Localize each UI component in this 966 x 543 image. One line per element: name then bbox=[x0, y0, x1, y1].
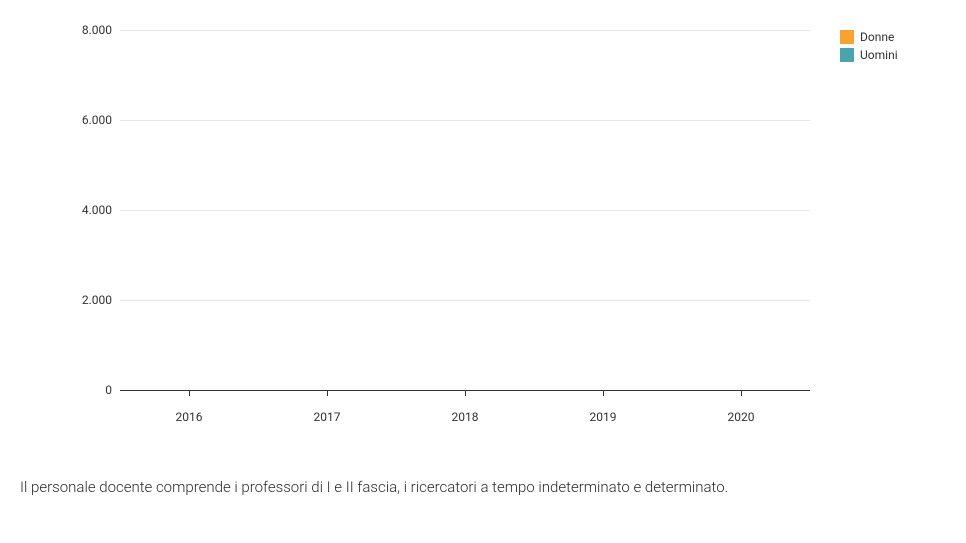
chart-container: 02.0004.0006.0008.000 201620172018201920… bbox=[20, 30, 830, 430]
caption: Il personale docente comprende i profess… bbox=[20, 478, 946, 496]
y-axis-label: 4.000 bbox=[82, 203, 120, 217]
legend-label: Uomini bbox=[860, 48, 898, 62]
page: 02.0004.0006.0008.000 201620172018201920… bbox=[0, 0, 966, 543]
x-axis-label: 2017 bbox=[277, 400, 377, 430]
legend-item: Donne bbox=[840, 30, 898, 44]
x-axis-label: 2019 bbox=[553, 400, 653, 430]
gridline bbox=[120, 120, 810, 121]
x-axis-label: 2016 bbox=[139, 400, 239, 430]
y-axis-label: 0 bbox=[105, 383, 120, 397]
plot-area: 02.0004.0006.0008.000 bbox=[120, 30, 810, 390]
gridline bbox=[120, 300, 810, 301]
y-axis-label: 6.000 bbox=[82, 113, 120, 127]
legend-swatch bbox=[840, 48, 854, 62]
chart-row: 02.0004.0006.0008.000 201620172018201920… bbox=[20, 30, 946, 430]
y-axis-label: 8.000 bbox=[82, 23, 120, 37]
y-axis-label: 2.000 bbox=[82, 293, 120, 307]
legend-swatch bbox=[840, 30, 854, 44]
x-axis-label: 2020 bbox=[691, 400, 791, 430]
legend: Donne Uomini bbox=[840, 30, 898, 66]
gridline bbox=[120, 30, 810, 31]
legend-label: Donne bbox=[860, 30, 894, 44]
x-axis-label: 2018 bbox=[415, 400, 515, 430]
x-axis-labels: 2016 2017 2018 2019 2020 bbox=[120, 400, 810, 430]
legend-item: Uomini bbox=[840, 48, 898, 62]
gridline bbox=[120, 210, 810, 211]
gridline bbox=[120, 390, 810, 391]
